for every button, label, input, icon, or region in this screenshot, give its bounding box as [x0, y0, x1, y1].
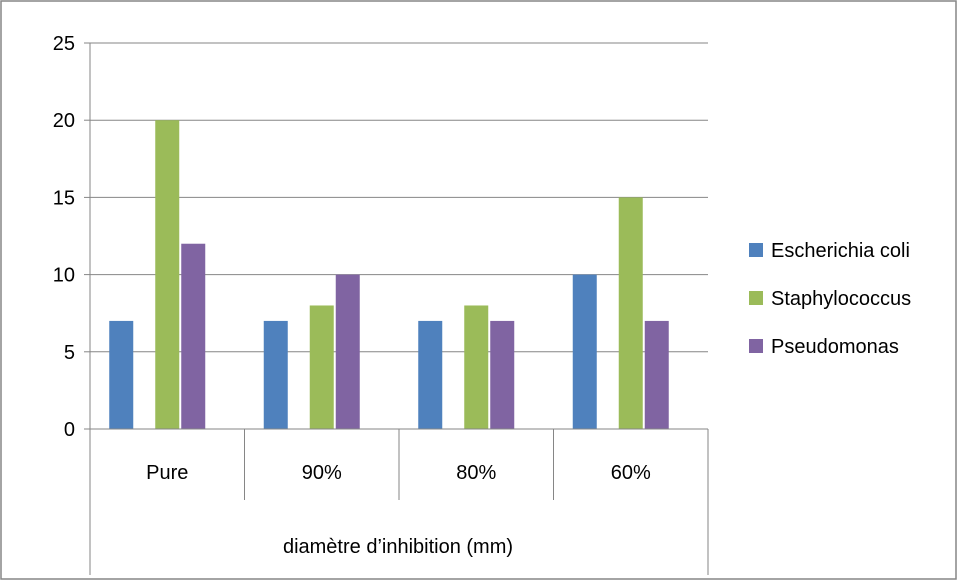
bar-1-1: [309, 305, 334, 429]
x-tick-label: 80%: [456, 462, 496, 484]
bar-1-0: [155, 120, 180, 429]
bar-2-0: [181, 243, 206, 429]
bar-0-1: [263, 320, 288, 429]
y-tick-label: 20: [53, 110, 75, 132]
x-axis: Pure 90% 80% 60%: [89, 428, 709, 575]
bar-2-3: [644, 320, 669, 429]
y-tick-label: 10: [53, 265, 75, 287]
x-tick-label: 90%: [302, 462, 342, 484]
y-tick-label: 0: [64, 419, 75, 441]
y-tick-label: 25: [53, 33, 75, 55]
x-tick-label: Pure: [146, 462, 188, 484]
y-tick-label: 5: [64, 342, 75, 364]
bar-1-3: [618, 197, 643, 429]
legend-swatch-2: [749, 339, 763, 353]
bar-0-0: [109, 320, 134, 429]
bars: [109, 120, 669, 429]
legend: Escherichia coli Staphylococcus Pseudomona…: [749, 240, 911, 358]
bar-0-3: [572, 274, 597, 429]
bar-2-2: [490, 320, 515, 429]
bar-0-2: [418, 320, 443, 429]
bar-1-2: [464, 305, 489, 429]
legend-label-1: Staphylococcus: [771, 288, 911, 310]
legend-swatch-1: [749, 291, 763, 305]
legend-label-2: Pseudomonas: [771, 336, 899, 358]
y-axis: 0 5 10 15 20 25: [53, 33, 91, 441]
bar-2-1: [335, 274, 360, 429]
legend-label-0: Escherichia coli: [771, 240, 910, 262]
y-tick-label: 15: [53, 187, 75, 209]
legend-swatch-0: [749, 243, 763, 257]
x-tick-label: 60%: [611, 462, 651, 484]
x-axis-title: diamètre d’inhibition (mm): [283, 536, 513, 558]
